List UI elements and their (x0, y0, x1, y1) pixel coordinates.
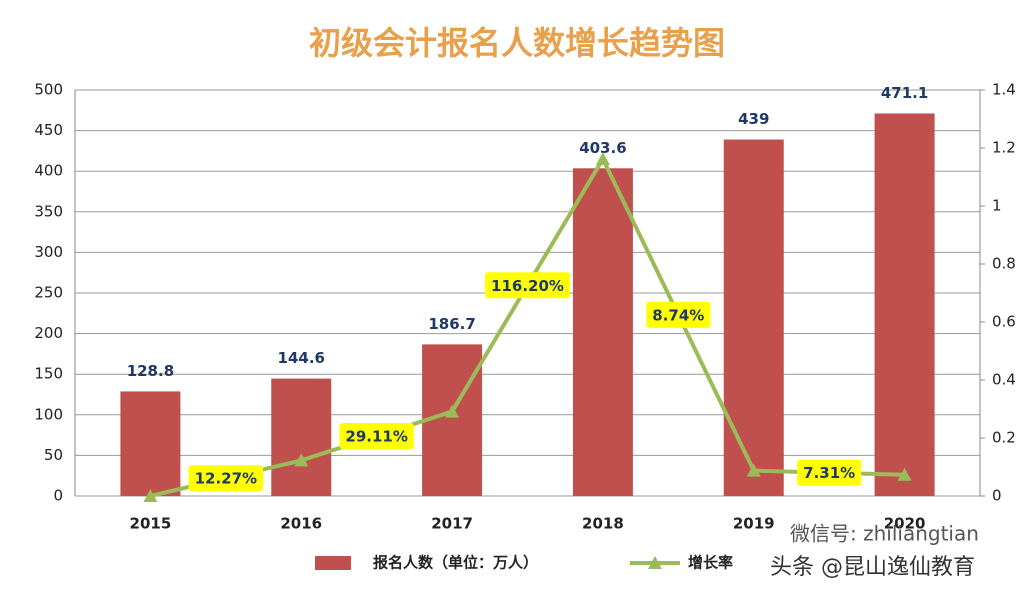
rate-label-bg (339, 422, 414, 449)
bar (723, 139, 784, 497)
bar-value-label: 471.1 (881, 84, 928, 102)
line-marker (445, 404, 460, 418)
y-tick-label: 150 (34, 365, 63, 383)
chart-title: 初级会计报名人数增长趋势图 (309, 24, 725, 62)
y-tick-label: 250 (34, 284, 63, 302)
line-marker (294, 453, 309, 467)
legend-marker (648, 556, 662, 569)
bar (271, 378, 332, 496)
rate-label: 8.74% (652, 306, 704, 324)
rate-label: 29.11% (345, 427, 407, 445)
x-tick-label: 2020 (884, 515, 926, 533)
x-tick-label: 2018 (582, 515, 624, 533)
bar-value-label: 439 (738, 110, 769, 128)
y-tick-label: 300 (34, 243, 63, 261)
y2-tick-label: 0.8 (992, 255, 1016, 273)
y-tick-label: 200 (34, 324, 63, 342)
x-tick-label: 2019 (733, 515, 775, 533)
bar (874, 113, 935, 496)
rate-label: 116.20% (491, 277, 564, 295)
legend-label: 报名人数（单位：万人） (373, 554, 538, 572)
y2-tick-label: 1.4 (992, 81, 1016, 99)
rate-label-bg (485, 272, 570, 299)
legend-swatch (315, 556, 351, 570)
rate-label-bg (646, 301, 711, 328)
y-tick-label: 0 (53, 487, 63, 505)
y-tick-label: 450 (34, 121, 63, 139)
x-tick-label: 2016 (280, 515, 322, 533)
bar-value-label: 403.6 (579, 139, 626, 157)
y-tick-label: 50 (44, 446, 63, 464)
bar-value-label: 128.8 (127, 362, 174, 380)
y-tick-label: 500 (34, 81, 63, 99)
line-marker (746, 463, 761, 477)
y2-tick-label: 0 (992, 487, 1002, 505)
rate-label-bg (797, 459, 862, 486)
watermark: 头条 @昆山逸仙教育 (770, 555, 975, 580)
rate-label: 12.27% (195, 470, 257, 488)
y-tick-label: 350 (34, 202, 63, 220)
line-marker (595, 152, 610, 166)
watermark: 微信号: zhiliangtian (790, 522, 979, 546)
y2-tick-label: 1.2 (992, 139, 1016, 157)
y2-tick-label: 0.6 (992, 313, 1016, 331)
rate-label: 7.31% (803, 464, 855, 482)
y-tick-label: 400 (34, 162, 63, 180)
bar-value-label: 144.6 (278, 349, 325, 367)
rate-label-bg (188, 465, 264, 492)
x-tick-label: 2015 (130, 515, 172, 533)
y2-tick-label: 0.2 (992, 429, 1016, 447)
bar (572, 168, 633, 496)
line-marker (897, 467, 912, 481)
y2-tick-label: 0.4 (992, 371, 1016, 389)
bar (120, 391, 181, 496)
x-tick-label: 2017 (431, 515, 473, 533)
bar-value-label: 186.7 (428, 315, 475, 333)
bar (422, 344, 483, 496)
y2-tick-label: 1 (992, 197, 1002, 215)
y-tick-label: 100 (34, 405, 63, 423)
line-marker (143, 489, 158, 502)
legend-label: 增长率 (688, 554, 733, 572)
